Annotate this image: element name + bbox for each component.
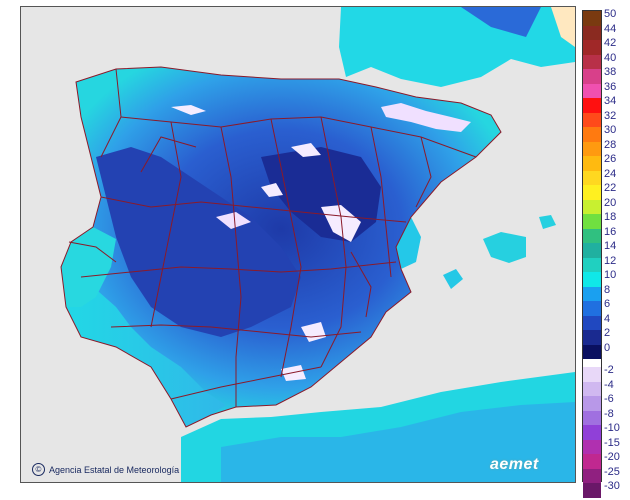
legend-label: -10	[604, 422, 620, 434]
legend-swatch	[583, 214, 601, 229]
legend-label: 36	[604, 80, 617, 93]
legend-swatch	[583, 170, 601, 185]
legend-label: 16	[604, 225, 617, 238]
legend-swatch	[583, 243, 601, 258]
legend-label: 38	[604, 66, 617, 78]
legend-swatch	[583, 425, 601, 440]
legend-label: 24	[604, 167, 617, 180]
legend-swatch	[583, 257, 601, 272]
legend-label: 32	[604, 109, 617, 122]
legend-label: 8	[604, 283, 611, 296]
legend-swatch	[583, 83, 601, 98]
aemet-logo: aemet	[490, 456, 539, 473]
legend-swatch	[583, 185, 601, 200]
legend-label: 26	[604, 153, 617, 165]
legend-swatch	[583, 468, 601, 483]
legend-swatch	[583, 98, 601, 113]
legend-label: 42	[604, 37, 617, 49]
legend-swatch	[583, 344, 601, 359]
temperature-map	[20, 6, 576, 483]
legend-swatch	[583, 381, 601, 396]
legend-label: 6	[604, 298, 611, 310]
legend-label: 12	[604, 254, 617, 267]
legend-label: 14	[604, 240, 617, 252]
legend-swatch	[583, 315, 601, 330]
legend-label: -15	[604, 436, 620, 449]
legend-label: 10	[604, 269, 617, 281]
legend-swatch	[583, 272, 601, 287]
legend-swatch	[583, 301, 601, 316]
map-canvas	[60, 7, 575, 482]
copyright-icon: ©	[32, 463, 45, 476]
legend-swatch	[583, 40, 601, 55]
legend-swatch	[583, 410, 601, 425]
legend-label: 4	[604, 312, 611, 325]
legend-swatch	[583, 127, 601, 142]
legend-swatch	[583, 228, 601, 243]
legend-label: 20	[604, 196, 617, 209]
legend-swatch	[583, 454, 601, 469]
legend-label: 30	[604, 124, 617, 136]
legend-label: 40	[604, 51, 617, 64]
legend-swatch	[583, 396, 601, 411]
legend-label: -6	[604, 393, 614, 405]
legend-label: -4	[604, 378, 614, 391]
legend-swatch	[583, 483, 601, 498]
legend-swatch	[583, 11, 601, 26]
france-landmass	[339, 7, 575, 87]
legend-swatch	[583, 330, 601, 345]
legend-swatch	[583, 286, 601, 301]
province-borders	[60, 66, 502, 428]
legend-label: -30	[604, 480, 620, 492]
legend-label: -2	[604, 364, 614, 376]
legend-label: 34	[604, 95, 617, 107]
legend-swatch	[583, 54, 601, 69]
color-legend: 50 44 42 40 38 36 34 32 30 28 26 24 22 20 18 16 14 12 10 8 6…	[582, 8, 630, 498]
legend-label: 0	[604, 341, 611, 354]
legend-label: 22	[604, 182, 617, 194]
legend-swatch	[583, 439, 601, 454]
legend-label: -20	[604, 451, 620, 463]
legend-swatch	[583, 156, 601, 171]
legend-label: 2	[604, 327, 611, 339]
pyrenees-cold	[381, 103, 471, 132]
legend-swatch	[583, 69, 601, 84]
legend-label: 44	[604, 22, 617, 35]
legend-label: -8	[604, 407, 614, 420]
attribution-text: Agencia Estatal de Meteorología	[49, 464, 180, 475]
legend-label: 28	[604, 138, 617, 151]
legend-label: 18	[604, 211, 617, 223]
legend-bar	[582, 10, 602, 498]
legend-label: -25	[604, 465, 620, 478]
legend-swatch	[583, 199, 601, 214]
legend-swatch	[583, 25, 601, 40]
legend-swatch	[583, 367, 601, 382]
balearic-islands	[483, 232, 526, 263]
legend-gap	[583, 359, 601, 367]
attribution: © Agencia Estatal de Meteorología	[32, 463, 179, 476]
legend-swatch	[583, 141, 601, 156]
legend-swatch	[583, 112, 601, 127]
legend-label: 50	[604, 8, 617, 20]
